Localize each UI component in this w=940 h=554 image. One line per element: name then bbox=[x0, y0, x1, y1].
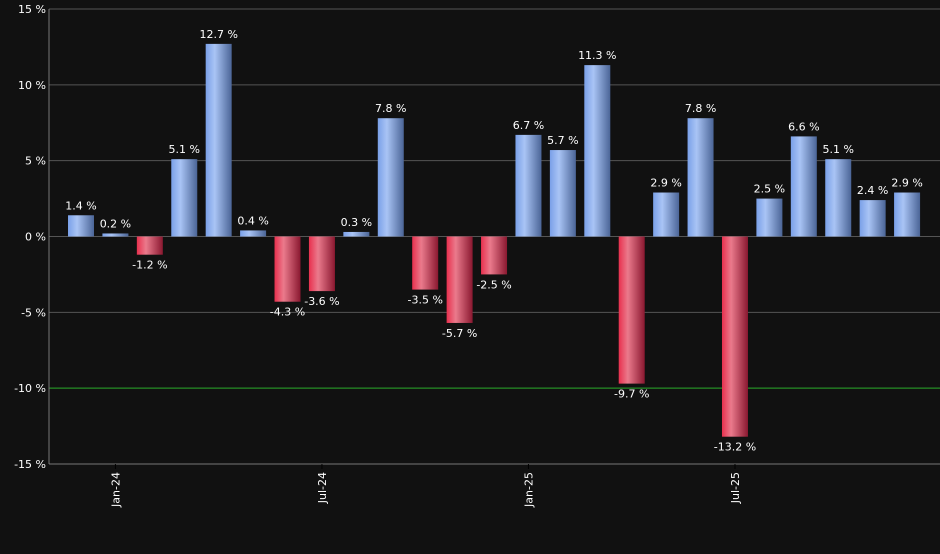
bar-jun-25 bbox=[687, 118, 714, 237]
y-tick-label: -10 % bbox=[14, 382, 46, 395]
bar-feb-24 bbox=[136, 236, 163, 255]
x-tick-label: Jan-24 bbox=[109, 472, 122, 508]
y-tick-label: 5 % bbox=[25, 155, 46, 168]
data-label: 5.1 % bbox=[823, 143, 854, 156]
bar-sep-24 bbox=[377, 118, 404, 237]
data-label: 1.4 % bbox=[65, 199, 96, 212]
data-label: 7.8 % bbox=[685, 102, 716, 115]
bar-aug-24 bbox=[343, 231, 370, 237]
data-label: 5.1 % bbox=[169, 143, 200, 156]
data-label: 0.2 % bbox=[100, 217, 131, 230]
bar-oct-24 bbox=[412, 236, 439, 290]
data-label: 7.8 % bbox=[375, 102, 406, 115]
bar-dec-25 bbox=[894, 192, 921, 237]
y-tick-label: 15 % bbox=[18, 3, 46, 16]
bar-may-24 bbox=[240, 230, 267, 237]
bar-apr-25 bbox=[618, 236, 645, 384]
data-label: 6.6 % bbox=[788, 120, 819, 133]
bar-nov-24 bbox=[446, 236, 473, 323]
bar-jan-24 bbox=[102, 233, 129, 237]
bar-dec-23 bbox=[68, 215, 94, 237]
bar-apr-24 bbox=[205, 43, 232, 237]
data-label: 2.9 % bbox=[891, 177, 922, 190]
bar-feb-25 bbox=[549, 150, 576, 237]
bar-oct-25 bbox=[825, 159, 852, 237]
bar-mar-25 bbox=[584, 65, 611, 237]
x-tick-label: Jul-24 bbox=[316, 472, 329, 504]
data-label: 0.4 % bbox=[237, 214, 268, 227]
bar-dec-24 bbox=[481, 236, 508, 275]
data-label: 6.7 % bbox=[513, 119, 544, 132]
data-label: 12.7 % bbox=[199, 28, 237, 41]
data-label: 5.7 % bbox=[547, 134, 578, 147]
data-label: 2.4 % bbox=[857, 184, 888, 197]
data-label: -3.6 % bbox=[304, 295, 339, 308]
y-tick-label: 10 % bbox=[18, 79, 46, 92]
bar-may-25 bbox=[653, 192, 680, 237]
data-label: -2.5 % bbox=[476, 278, 511, 291]
data-label: -1.2 % bbox=[132, 259, 167, 272]
bar-mar-24 bbox=[171, 159, 198, 237]
y-tick-label: 0 % bbox=[25, 231, 46, 244]
bar-aug-25 bbox=[756, 198, 783, 237]
data-label: 11.3 % bbox=[578, 49, 616, 62]
bar-jan-25 bbox=[515, 134, 542, 237]
bar-jul-24 bbox=[308, 236, 335, 292]
y-tick-label: -5 % bbox=[21, 306, 46, 319]
data-label: 2.9 % bbox=[650, 177, 681, 190]
y-tick-label: -15 % bbox=[14, 458, 46, 471]
data-label: -4.3 % bbox=[270, 306, 305, 319]
data-label: -5.7 % bbox=[442, 327, 477, 340]
bar-nov-25 bbox=[859, 200, 886, 237]
x-tick-label: Jan-25 bbox=[522, 472, 535, 508]
data-label: 2.5 % bbox=[754, 183, 785, 196]
bar-jun-24 bbox=[274, 236, 301, 302]
data-label: -9.7 % bbox=[614, 388, 649, 401]
data-label: 0.3 % bbox=[341, 216, 372, 229]
bar-jul-25 bbox=[721, 236, 748, 437]
x-tick-label: Jul-25 bbox=[729, 472, 742, 504]
data-label: -13.2 % bbox=[714, 441, 756, 454]
bar-sep-25 bbox=[790, 136, 817, 237]
data-label: -3.5 % bbox=[407, 294, 442, 307]
